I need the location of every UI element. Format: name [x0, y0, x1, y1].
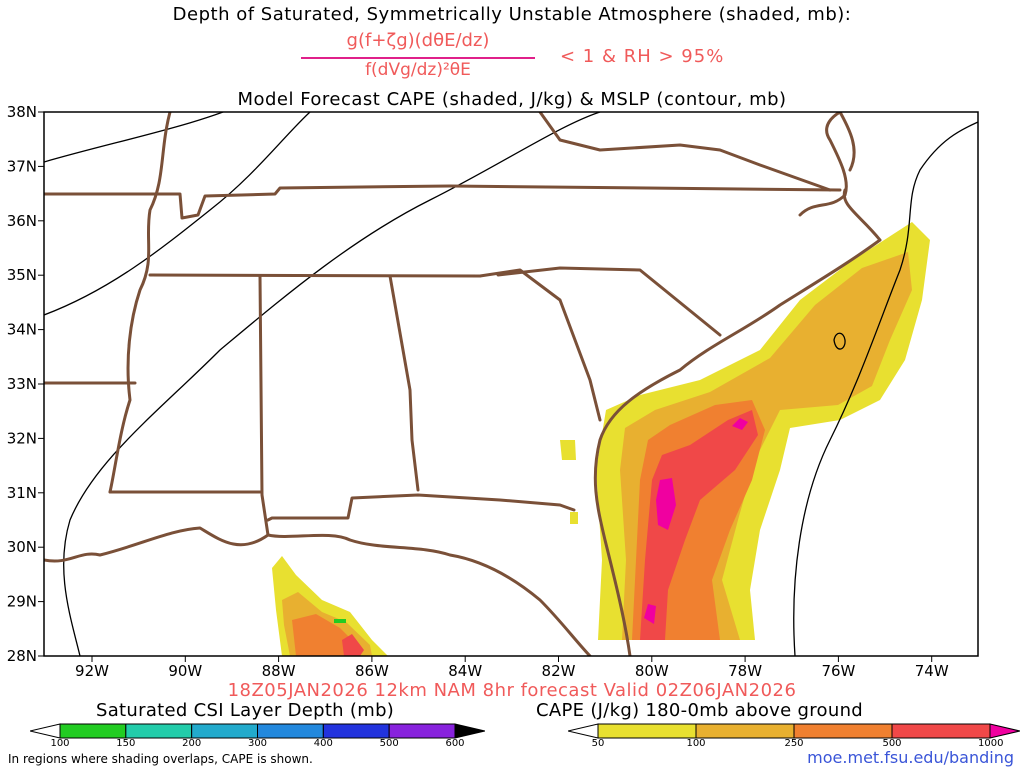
colorbar-swatch [597, 723, 697, 739]
cape-colorbar [568, 723, 1020, 739]
colorbar-swatch [793, 723, 893, 739]
border-ky-tn [44, 184, 842, 220]
colorbar-swatch [388, 723, 456, 739]
lat-label: 37N [7, 157, 37, 175]
colorbar-swatch [30, 723, 61, 739]
csi-colorbar-title: Saturated CSI Layer Depth (mb) [96, 700, 395, 721]
lat-label: 36N [7, 212, 37, 230]
lon-label: 80W [635, 662, 669, 680]
lat-label: 38N [7, 103, 37, 121]
title-line-1: Depth of Saturated, Symmetrically Unstab… [172, 4, 852, 25]
coast-nc [798, 112, 848, 217]
cape-shade-500 [640, 410, 758, 640]
lon-label: 92W [75, 662, 109, 680]
csi-colorbar [30, 723, 485, 739]
lat-label: 33N [7, 375, 37, 393]
colorbar-tick-label: 100 [50, 738, 70, 749]
coast-gulf [44, 526, 592, 656]
valid-time-line: 18Z05JAN2026 12km NAM 8hr forecast Valid… [227, 680, 797, 701]
cape-gulf-500 [342, 634, 364, 656]
fraction-bar [301, 57, 535, 59]
mslp-contour-5 [833, 332, 846, 350]
colorbar-tick-label: 1000 [978, 738, 1004, 749]
border-mississippi-river [108, 112, 172, 494]
border-fl-panhandle [266, 493, 576, 522]
equation-condition: < 1 & RH > 95% [560, 46, 725, 67]
coast-chesapeake [838, 112, 856, 172]
mslp-contour-4 [793, 121, 978, 656]
colorbar-swatch [191, 723, 259, 739]
border-ms-al [258, 274, 270, 537]
colorbar-tick-label: 200 [182, 738, 202, 749]
equation-denominator: f(dVg/dz)²θE [365, 60, 471, 80]
cape-shade-1000 [644, 418, 748, 624]
lat-axis: 38N 37N 36N 35N 34N 33N 32N 31N 30N 29N 28N [7, 103, 44, 665]
lon-label: 86W [355, 662, 389, 680]
colorbar-swatch [322, 723, 390, 739]
border-tn-south [148, 273, 482, 278]
lat-label: 32N [7, 429, 37, 447]
lat-label: 29N [7, 593, 37, 611]
equation-numerator: g(f+ζg)(dθE/dz) [346, 30, 490, 51]
colorbar-tick-label: 150 [116, 738, 136, 749]
mslp-contour-3 [63, 112, 601, 656]
coast-atlantic [593, 188, 882, 656]
footnote: In regions where shading overlaps, CAPE … [8, 752, 313, 766]
colorbar-tick-label: 500 [379, 738, 399, 749]
forecast-map: 38N 37N 36N 35N 34N 33N 32N 31N 30N 29N 28N 92W 90W… [7, 103, 979, 680]
colorbar-swatch [891, 723, 991, 739]
mslp-contour-1 [44, 112, 225, 163]
lon-label: 90W [168, 662, 202, 680]
colorbar-tick-label: 300 [247, 738, 268, 749]
credit-link[interactable]: moe.met.fsu.edu/banding [807, 748, 1014, 767]
lon-label: 82W [542, 662, 576, 680]
lon-label: 74W [915, 662, 949, 680]
colorbar-swatch [568, 723, 599, 739]
colorbar-swatch [989, 723, 1020, 739]
colorbar-tick-label: 50 [591, 738, 605, 749]
lon-axis: 92W 90W 88W 86W 84W 82W 80W 78W 76W 74W [75, 656, 949, 680]
colorbar-tick-label: 250 [784, 738, 804, 749]
colorbar-tick-label: 500 [882, 738, 902, 749]
lat-label: 28N [7, 647, 37, 665]
lon-label: 84W [448, 662, 482, 680]
title-line-3: Model Forecast CAPE (shaded, J/kg) & MSL… [237, 89, 787, 110]
colorbar-tick-label: 400 [313, 738, 333, 749]
colorbar-tick-label: 600 [445, 738, 465, 749]
border-va [538, 112, 832, 192]
lat-label: 30N [7, 538, 37, 556]
lon-label: 76W [821, 662, 855, 680]
cape-patch [560, 440, 578, 524]
lat-label: 31N [7, 484, 37, 502]
lon-label: 88W [262, 662, 296, 680]
mslp-contour-2 [44, 112, 311, 316]
colorbar-tick-label: 100 [686, 738, 706, 749]
lat-label: 34N [7, 321, 37, 339]
border-al-ga [388, 274, 420, 492]
border-nc-sc [496, 266, 722, 337]
cape-colorbar-title: CAPE (J/kg) 180-0mb above ground [536, 700, 864, 721]
lon-label: 78W [728, 662, 762, 680]
colorbar-swatch [257, 723, 324, 739]
colorbar-swatch [125, 723, 193, 739]
colorbar-swatch [59, 723, 127, 739]
border-ga-sc [478, 268, 602, 422]
csi-patch [334, 619, 346, 623]
colorbar-swatch [695, 723, 795, 739]
colorbar-swatch [454, 723, 485, 739]
lat-label: 35N [7, 266, 37, 284]
